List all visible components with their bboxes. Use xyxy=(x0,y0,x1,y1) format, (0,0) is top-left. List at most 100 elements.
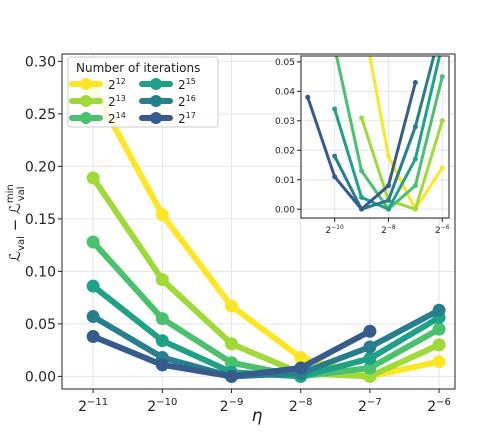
legend-entry-label-base: 2 xyxy=(108,78,116,92)
inset-y-tick-label: 0.03 xyxy=(275,117,295,127)
main-series-point xyxy=(363,340,377,354)
main-series-point xyxy=(432,355,446,369)
main-series-line xyxy=(90,174,443,380)
main-x-tick-label-exp: −10 xyxy=(156,397,177,408)
inset-series-point xyxy=(359,206,365,212)
main-x-tick-label: 2−7 xyxy=(358,397,382,415)
main-series-point xyxy=(225,356,239,370)
main-series-point xyxy=(86,235,100,249)
inset-plot-frame xyxy=(300,55,450,219)
inset-series-point xyxy=(439,165,445,171)
legend-entry-label-exp: 13 xyxy=(116,94,126,103)
main-series-point xyxy=(432,322,446,336)
main-x-tick-label: 2−9 xyxy=(220,397,244,415)
y-axis-label: ℒval − ℒminval xyxy=(5,184,27,261)
inset-series-point xyxy=(305,94,311,100)
inset-series-point xyxy=(439,74,445,80)
inset-x-tick-label: 2−6 xyxy=(435,224,450,236)
legend-entry-label-base: 2 xyxy=(108,112,116,126)
inset-series-point xyxy=(359,168,365,174)
legend-entry-label-exp: 14 xyxy=(116,111,126,120)
legend-entry-label: 213 xyxy=(108,94,126,109)
inset-x-tick-label-base: 2 xyxy=(381,226,387,236)
inset-y-tick-label: 0.05 xyxy=(275,58,295,68)
x-axis-label: η xyxy=(252,406,263,426)
inset-x-tick-label-exp: −8 xyxy=(387,224,396,231)
legend-swatch-marker xyxy=(80,78,92,90)
main-y-tick-label: 0.20 xyxy=(25,159,56,175)
inset-x-tick-label-exp: −6 xyxy=(441,224,450,231)
main-series-point xyxy=(432,303,446,317)
inset-x-tick-label-base: 2 xyxy=(325,226,331,236)
main-y-tick-label: 0.00 xyxy=(25,369,56,385)
main-x-tick-label-base: 2 xyxy=(289,399,298,415)
legend-entry-label-base: 2 xyxy=(178,78,186,92)
y-axis-label-sub2: val xyxy=(16,186,27,201)
main-plot-frame xyxy=(61,53,456,390)
legend-entry-label-base: 2 xyxy=(108,95,116,109)
main-series-point xyxy=(86,329,100,343)
inset-x-tick-label: 2−8 xyxy=(381,224,396,236)
main-x-tick-label-exp: −11 xyxy=(87,397,108,408)
main-series-point xyxy=(363,361,377,375)
main-series-point xyxy=(294,350,308,364)
legend-entry-label: 212 xyxy=(108,77,126,92)
legend-entry-label: 217 xyxy=(178,111,196,126)
legend-entry-label-exp: 17 xyxy=(186,111,196,120)
main-series-point xyxy=(155,273,169,287)
main-series-point xyxy=(294,361,308,375)
inset-series-point xyxy=(332,45,337,50)
main-series-point xyxy=(225,337,239,351)
main-series-group xyxy=(86,81,446,383)
inset-series-point xyxy=(332,174,338,180)
main-x-tick-label-base: 2 xyxy=(78,399,87,415)
y-axis-label-sub1: val xyxy=(16,236,27,251)
legend-entry-label-base: 2 xyxy=(178,95,186,109)
main-series-point xyxy=(225,299,239,313)
legend-entry-label: 216 xyxy=(178,94,196,109)
inset-series-point xyxy=(412,80,418,86)
main-ticks: 2−11 2−10 2−9 2−8 2−7 2−60.000.050.100.150.20… xyxy=(25,54,451,415)
main-series-point xyxy=(155,334,169,348)
legend-entry-label: 214 xyxy=(108,111,126,126)
main-x-tick-label: 2−11 xyxy=(78,397,108,415)
main-x-tick-label-base: 2 xyxy=(427,399,436,415)
inset-series-point xyxy=(359,9,364,14)
inset-series-point xyxy=(359,115,365,121)
y-axis-label-mid: − ℒ xyxy=(6,203,24,236)
inset-series-point xyxy=(440,42,445,47)
y-axis-label-l1: ℒ xyxy=(6,251,24,262)
main-y-tick-label: 0.10 xyxy=(25,264,56,280)
main-series-point xyxy=(155,312,169,326)
legend-entry-label: 215 xyxy=(178,77,196,92)
main-y-tick-label: 0.15 xyxy=(25,212,56,228)
inset-plot: 2−10 2−8 2−60.000.010.020.030.040.05 xyxy=(275,9,450,236)
main-series-point xyxy=(155,358,169,372)
inset-series-point xyxy=(385,183,391,189)
main-x-tick-label: 2−10 xyxy=(147,397,177,415)
main-y-tick-label: 0.25 xyxy=(25,107,56,123)
legend-entry-label-exp: 12 xyxy=(116,77,126,86)
legend-swatch-marker xyxy=(80,112,92,124)
inset-y-tick-label: 0.02 xyxy=(275,146,295,156)
main-x-tick-label-base: 2 xyxy=(358,399,367,415)
inset-series-point xyxy=(412,124,418,130)
legend-title: Number of iterations xyxy=(76,61,200,75)
inset-series-point xyxy=(332,106,338,112)
main-x-tick-label: 2−8 xyxy=(289,397,313,415)
inset-x-tick-label-exp: −10 xyxy=(331,224,344,231)
inset-series-point xyxy=(412,156,418,162)
inset-series-point xyxy=(440,21,445,26)
inset-series-point xyxy=(385,206,391,212)
inset-x-tick-label: 2−10 xyxy=(325,224,344,236)
main-x-tick-label: 2−6 xyxy=(427,397,451,415)
inset-series-line xyxy=(360,116,444,211)
main-x-tick-label-exp: −7 xyxy=(367,397,382,408)
inset-series-point xyxy=(359,194,365,200)
legend-swatch-marker xyxy=(150,95,162,107)
legend-entry-label-exp: 16 xyxy=(186,94,196,103)
legend-swatch-marker xyxy=(150,112,162,124)
inset-y-tick-label: 0.04 xyxy=(275,87,295,97)
